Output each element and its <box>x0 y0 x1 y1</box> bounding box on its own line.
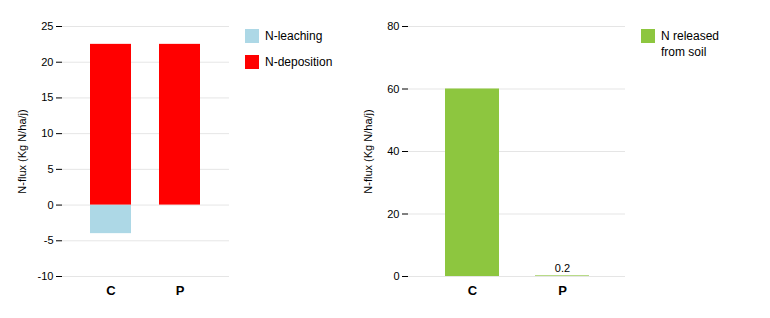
html-text:N-leaching: N-leaching <box>265 29 323 43</box>
svg-text:15: 15 <box>41 91 53 103</box>
svg-text:-10: -10 <box>38 270 54 282</box>
html-text:N-deposition: N-deposition <box>265 55 333 69</box>
svg-text:20: 20 <box>41 56 53 68</box>
svg-text:C: C <box>106 283 116 298</box>
html-text:N released from soil: N released from soil <box>661 29 719 59</box>
svg-text:N-flux (Kg N/ha/j): N-flux (Kg N/ha/j) <box>16 109 28 193</box>
svg-text:0: 0 <box>47 199 53 211</box>
svg-text:-5: -5 <box>44 234 54 246</box>
svg-text:0.2: 0.2 <box>555 262 570 274</box>
svg-text:5: 5 <box>47 163 53 175</box>
svg-text:25: 25 <box>41 20 53 32</box>
svg-text:40: 40 <box>387 145 399 157</box>
svg-text:60: 60 <box>387 83 399 95</box>
svg-text:P: P <box>176 283 185 298</box>
svg-text:N-flux (Kg N/ha/j): N-flux (Kg N/ha/j) <box>362 109 374 193</box>
svg-text:P: P <box>558 283 567 298</box>
svg-text:C: C <box>468 283 478 298</box>
svg-text:80: 80 <box>387 20 399 32</box>
svg-text:10: 10 <box>41 127 53 139</box>
svg-text:20: 20 <box>387 208 399 220</box>
svg-text:0: 0 <box>393 270 399 282</box>
